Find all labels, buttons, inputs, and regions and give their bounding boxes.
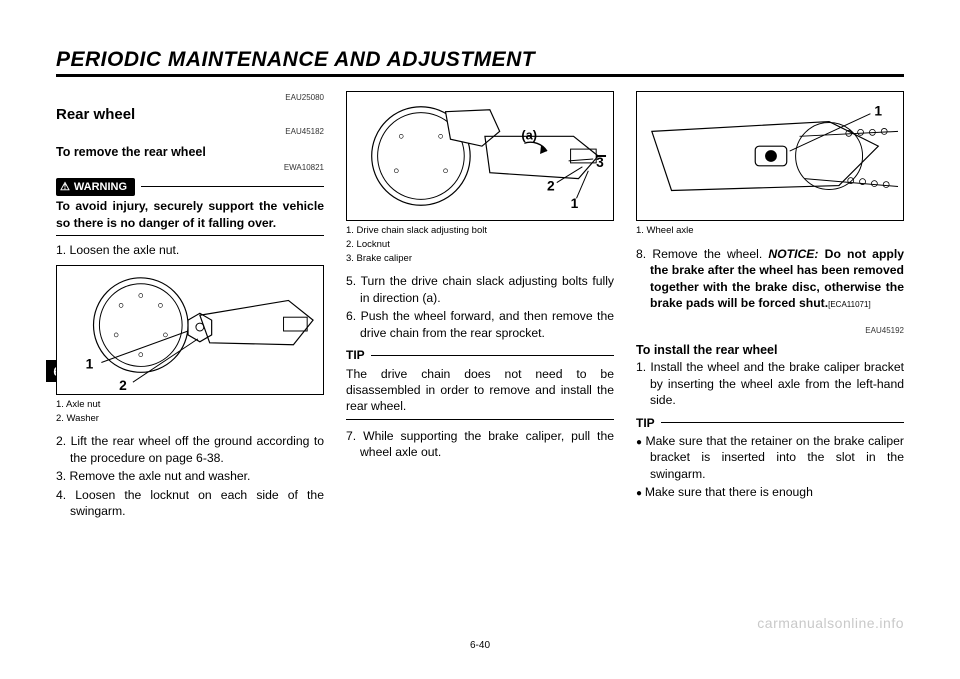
figure-2-svg: (a) 3 2 1 bbox=[347, 92, 613, 220]
step-item: 7. While supporting the brake caliper, p… bbox=[360, 428, 614, 461]
figure-caption: 1. Drive chain slack adjusting bolt bbox=[346, 225, 614, 238]
step-item: 5. Turn the drive chain slack adjust­ing… bbox=[360, 273, 614, 306]
rule-line bbox=[346, 419, 614, 420]
rule-line bbox=[661, 422, 904, 423]
warning-label: WARNING bbox=[74, 180, 127, 195]
ref-code: EAU45192 bbox=[636, 326, 904, 337]
fig2-label-a: (a) bbox=[521, 127, 537, 142]
figure-1-svg: 1 2 bbox=[57, 266, 323, 394]
step-list: 1. Loosen the axle nut. bbox=[56, 242, 324, 258]
step-item: 6. Push the wheel forward, and then remo… bbox=[360, 308, 614, 341]
page-number: 6-40 bbox=[0, 640, 960, 651]
warning-row: ⚠ WARNING bbox=[56, 178, 324, 197]
tip-body: The drive chain does not need to be disa… bbox=[346, 366, 614, 415]
tip-label: TIP bbox=[636, 415, 655, 431]
bullet-item: Make sure that the retainer on the brake… bbox=[650, 433, 904, 482]
warning-badge: ⚠ WARNING bbox=[56, 178, 135, 197]
step8-lead: 8. Remove the wheel. bbox=[636, 247, 768, 261]
column-3: 1 1. Wheel axle 8. Remove the wheel. NOT… bbox=[636, 91, 904, 631]
ref-code: EAU25080 bbox=[56, 93, 324, 104]
watermark: carmanualsonline.info bbox=[757, 615, 904, 631]
figure-2: (a) 3 2 1 bbox=[346, 91, 614, 221]
tip-label: TIP bbox=[346, 347, 365, 363]
step-item: 3. Remove the axle nut and washer. bbox=[70, 468, 324, 484]
step-item: 1. Install the wheel and the brake cal­i… bbox=[650, 359, 904, 408]
sub-title: To remove the rear wheel bbox=[56, 144, 324, 161]
step-item: 1. Loosen the axle nut. bbox=[70, 242, 324, 258]
rule-line bbox=[141, 186, 324, 187]
figure-caption: 2. Locknut bbox=[346, 239, 614, 252]
fig2-label-3: 3 bbox=[596, 155, 604, 170]
figure-caption: 3. Brake caliper bbox=[346, 253, 614, 266]
page-header: PERIODIC MAINTENANCE AND ADJUSTMENT bbox=[56, 48, 904, 77]
warning-block: To avoid injury, securely support the ve… bbox=[56, 198, 324, 236]
tip-row: TIP bbox=[636, 415, 904, 431]
tip-row: TIP bbox=[346, 347, 614, 363]
fig1-label-2: 2 bbox=[119, 378, 127, 393]
step-list: 2. Lift the rear wheel off the ground ac… bbox=[56, 433, 324, 519]
figure-3: 1 bbox=[636, 91, 904, 221]
page-title: PERIODIC MAINTENANCE AND ADJUSTMENT bbox=[56, 48, 904, 72]
ref-code: EWA10821 bbox=[56, 163, 324, 174]
step-item: 4. Loosen the locknut on each side of th… bbox=[70, 487, 324, 520]
fig2-label-1: 1 bbox=[571, 196, 579, 211]
step-list: 7. While supporting the brake caliper, p… bbox=[346, 428, 614, 461]
column-1: EAU25080 Rear wheel EAU45182 To remove t… bbox=[56, 91, 324, 631]
figure-caption: 2. Washer bbox=[56, 413, 324, 426]
ref-code: EAU45182 bbox=[56, 127, 324, 138]
sub-title: To install the rear wheel bbox=[636, 342, 904, 359]
figure-caption: 1. Axle nut bbox=[56, 399, 324, 412]
rule-line bbox=[371, 355, 614, 356]
step-list: 5. Turn the drive chain slack adjust­ing… bbox=[346, 273, 614, 341]
content-columns: EAU25080 Rear wheel EAU45182 To remove t… bbox=[56, 91, 904, 631]
fig1-label-1: 1 bbox=[86, 356, 94, 371]
section-title: Rear wheel bbox=[56, 105, 324, 125]
step-item: 2. Lift the rear wheel off the ground ac… bbox=[70, 433, 324, 466]
column-2: (a) 3 2 1 1. Drive chain slack adjusting… bbox=[346, 91, 614, 631]
fig3-label-1: 1 bbox=[874, 104, 882, 119]
bullet-item: Make sure that there is enough bbox=[650, 484, 904, 501]
warning-text: To avoid injury, securely support the ve… bbox=[56, 198, 324, 231]
fig2-label-2: 2 bbox=[547, 178, 555, 193]
step-list: 1. Install the wheel and the brake cal­i… bbox=[636, 359, 904, 408]
step-item: 8. Remove the wheel. NOTICE: Do not appl… bbox=[650, 246, 904, 312]
notice-label: NOTICE: bbox=[768, 247, 818, 261]
step-list: 8. Remove the wheel. NOTICE: Do not appl… bbox=[636, 246, 904, 312]
figure-1: 1 2 bbox=[56, 265, 324, 395]
tip-bullets: Make sure that the retainer on the brake… bbox=[636, 433, 904, 501]
manual-page: PERIODIC MAINTENANCE AND ADJUSTMENT 6 EA… bbox=[0, 0, 960, 679]
figure-caption: 1. Wheel axle bbox=[636, 225, 904, 238]
warning-icon: ⚠ bbox=[60, 180, 70, 195]
figure-3-svg: 1 bbox=[637, 92, 903, 220]
eca-tag: [ECA11071] bbox=[828, 300, 871, 309]
